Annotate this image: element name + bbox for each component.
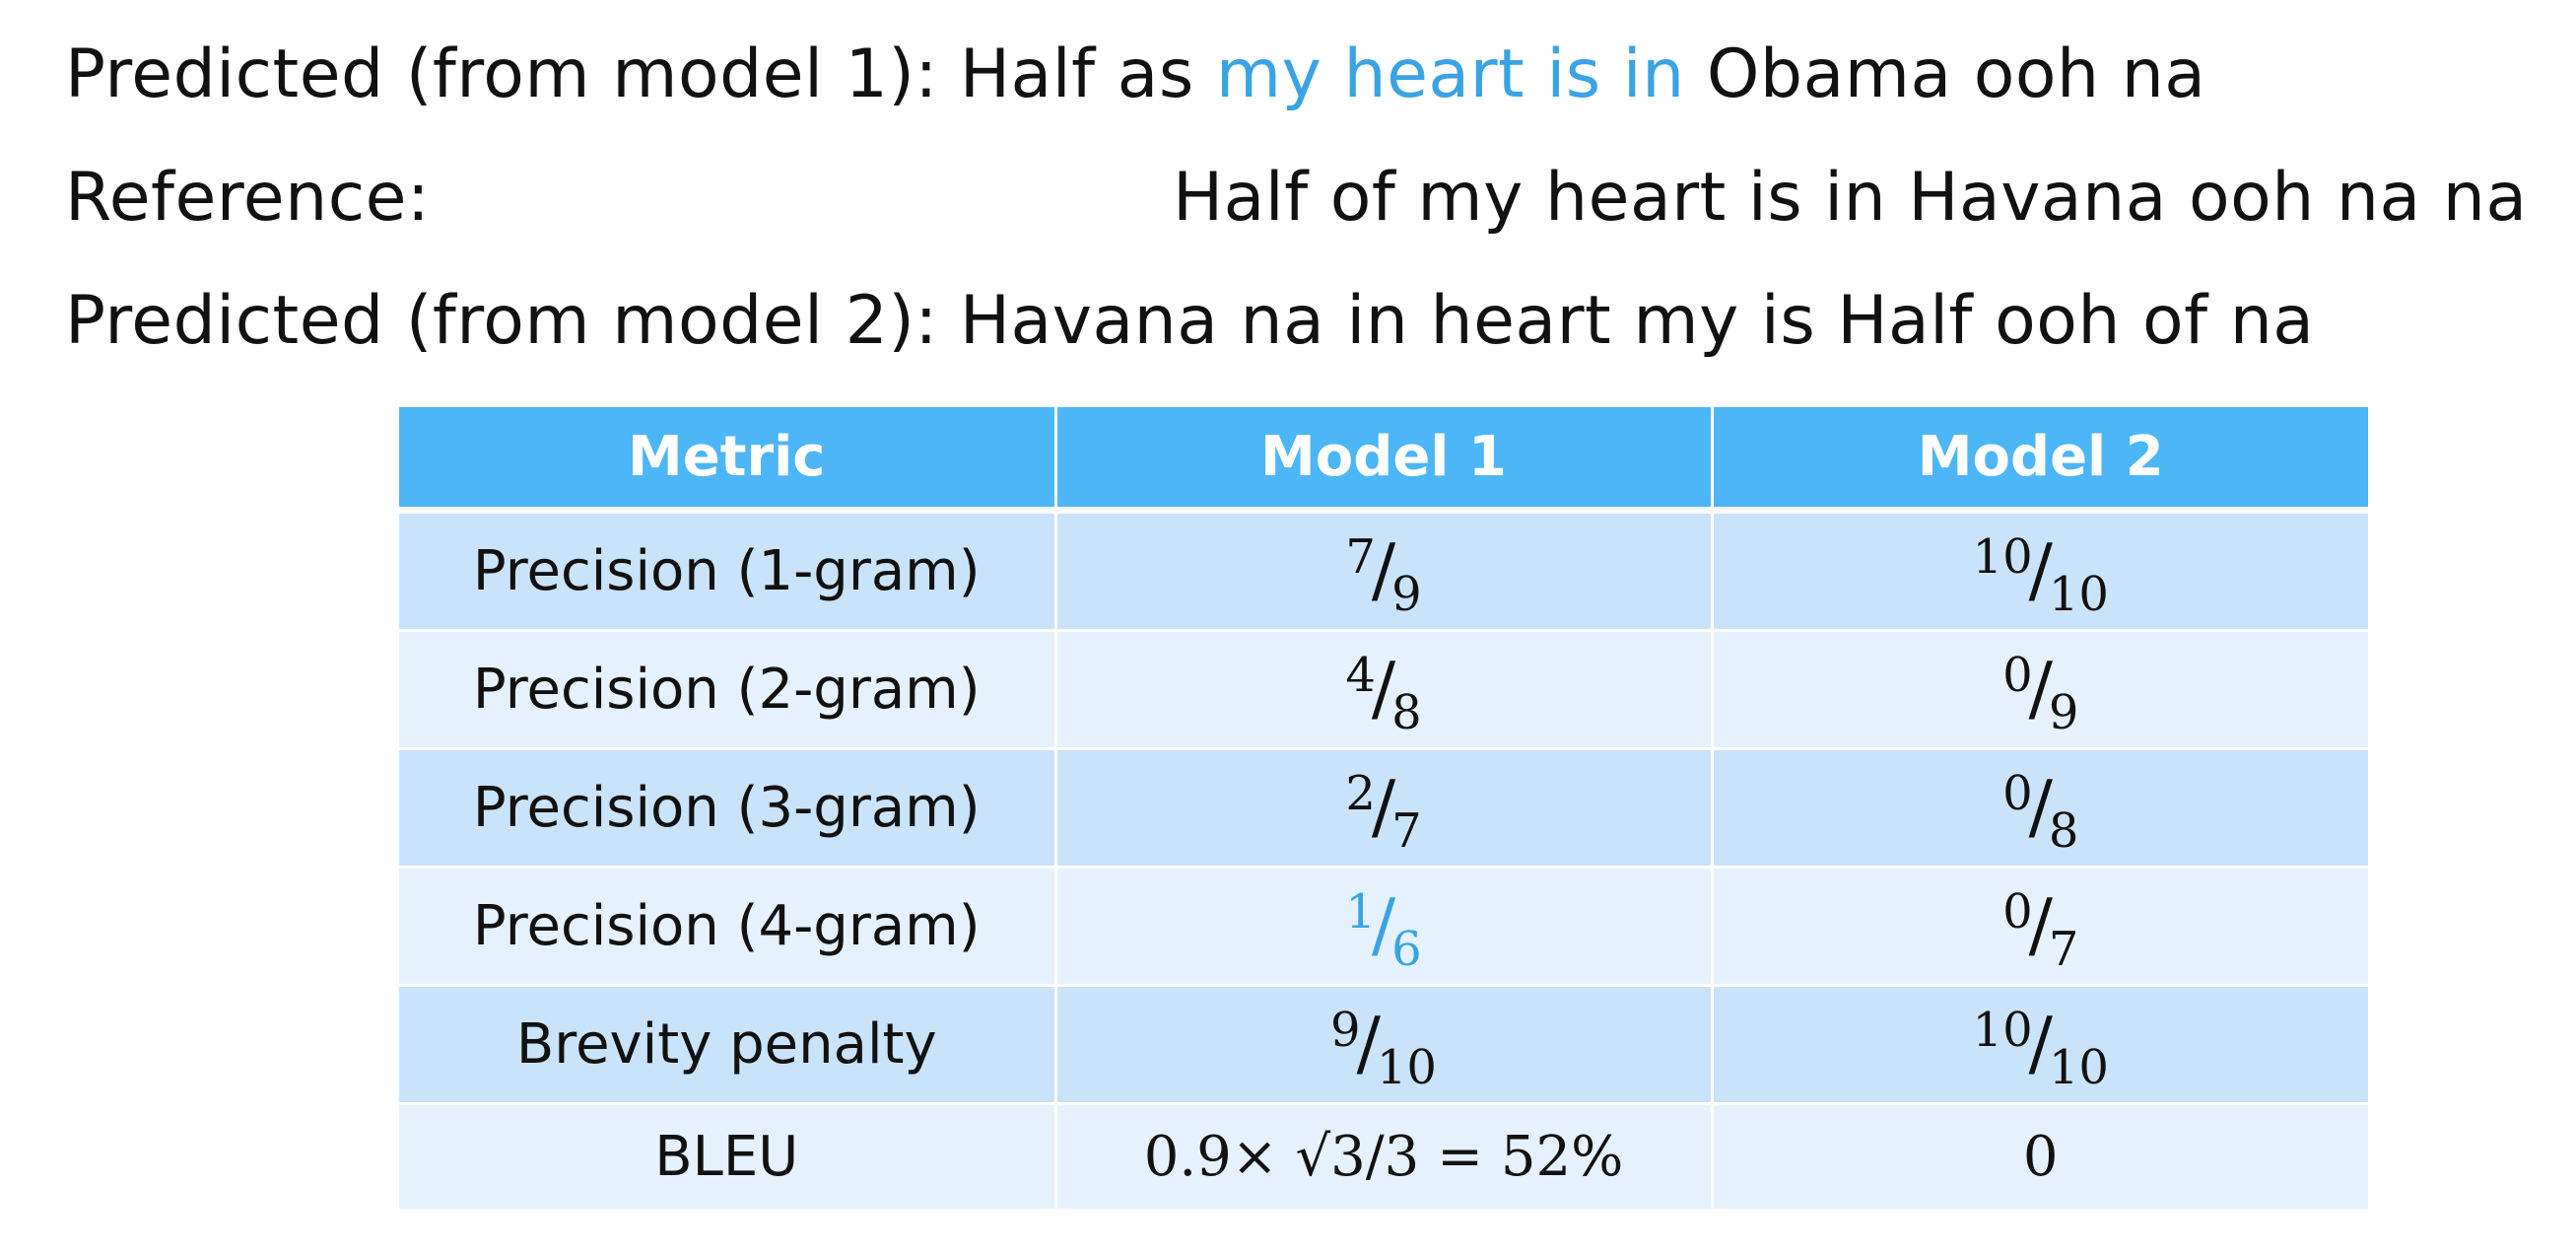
table-row: Brevity penalty 9/10 10/10: [399, 985, 2368, 1105]
fraction-denominator: 7: [2048, 922, 2079, 977]
model-2-cell: 10/10: [1712, 510, 2368, 632]
fraction-numerator: 0: [2002, 766, 2033, 821]
model-1-cell: 9/10: [1055, 985, 1714, 1105]
fraction-denominator: 8: [2048, 803, 2079, 859]
metric-label: Precision (4-gram): [472, 894, 981, 958]
fraction-denominator: 8: [1391, 685, 1422, 740]
fraction-denominator: 10: [2048, 1040, 2109, 1095]
fraction-numerator: 2: [1345, 766, 1376, 821]
predicted-model-1-matched-phrase: my heart is in: [1215, 35, 1685, 113]
header-model-1: Model 1: [1055, 407, 1714, 514]
predicted-model-1-text-end: Obama ooh na: [1706, 35, 2206, 113]
fraction-numerator: 0: [2002, 884, 2033, 940]
reference-text: Half of my heart is in Havana ooh na na: [1173, 159, 2528, 237]
metric-cell: BLEU: [399, 1103, 1057, 1209]
metrics-table: Metric Model 1 Model 2 Precision (1-gram…: [399, 407, 2368, 1209]
fraction-slash: /: [2028, 883, 2053, 966]
fraction: 10/10: [1973, 1007, 2109, 1091]
fraction: 10/10: [1973, 533, 2109, 618]
predicted-model-2-line: Predicted (from model 2): Havana na in h…: [65, 288, 2314, 355]
bleu-formula: 0.9× √3/3 = 52%: [1143, 1125, 1624, 1189]
fraction-numerator: 9: [1330, 1003, 1361, 1058]
table-row: Precision (1-gram) 7/9 10/10: [399, 510, 2368, 632]
predicted-model-2-text: Havana na in heart my is Half ooh of na: [959, 282, 2315, 360]
fraction: 4/8: [1345, 652, 1421, 736]
model-2-cell: 10/10: [1712, 985, 2368, 1105]
model-1-cell: 2/7: [1055, 748, 1714, 869]
metric-cell: Precision (4-gram): [399, 867, 1057, 987]
reference-label: Reference:: [65, 159, 431, 237]
predicted-model-2-label: Predicted (from model 2):: [65, 282, 938, 360]
model-1-cell: 7/9: [1055, 510, 1714, 632]
fraction-slash: /: [1371, 883, 1396, 966]
fraction-slash: /: [2028, 647, 2053, 730]
fraction-denominator: 9: [1391, 567, 1422, 622]
model-2-cell: 0/8: [1712, 748, 2368, 869]
predicted-model-1-label: Predicted (from model 1):: [65, 35, 938, 113]
fraction-slash: /: [1371, 528, 1396, 611]
fraction-slash: /: [2028, 765, 2053, 848]
table-row: BLEU 0.9× √3/3 = 52% 0: [399, 1103, 2368, 1209]
fraction: 7/9: [1345, 533, 1421, 618]
model-1-cell: 4/8: [1055, 630, 1714, 750]
fraction-numerator: 0: [2002, 648, 2033, 703]
fraction-denominator: 6: [1391, 922, 1422, 977]
model-1-cell: 0.9× √3/3 = 52%: [1055, 1103, 1714, 1209]
metric-label: Precision (2-gram): [472, 658, 981, 722]
header-metric: Metric: [399, 407, 1057, 514]
table-row: Precision (4-gram) 1/6 0/7: [399, 867, 2368, 987]
table-row: Precision (3-gram) 2/7 0/8: [399, 748, 2368, 869]
fraction-denominator: 7: [1391, 803, 1422, 859]
predicted-model-1-line: Predicted (from model 1): Half as my hea…: [65, 41, 2205, 108]
header-model-2: Model 2: [1712, 407, 2368, 514]
fraction: 0/7: [2002, 888, 2078, 973]
metric-cell: Precision (3-gram): [399, 748, 1057, 869]
fraction: 0/8: [2002, 770, 2078, 855]
table-header-row: Metric Model 1 Model 2: [399, 407, 2368, 514]
model-2-cell: 0/7: [1712, 867, 2368, 987]
fraction: 9/10: [1330, 1007, 1437, 1091]
metric-label: Precision (3-gram): [472, 776, 981, 840]
metric-cell: Precision (2-gram): [399, 630, 1057, 750]
metric-cell: Brevity penalty: [399, 985, 1057, 1105]
fraction-highlighted: 1/6: [1345, 888, 1421, 973]
fraction-denominator: 10: [1376, 1040, 1437, 1095]
model-2-cell: 0/9: [1712, 630, 2368, 750]
fraction-numerator: 1: [1345, 884, 1376, 940]
model-2-cell: 0: [1712, 1103, 2368, 1209]
fraction-slash: /: [2028, 528, 2053, 611]
metric-label: BLEU: [654, 1125, 799, 1189]
fraction: 2/7: [1345, 770, 1421, 855]
fraction-slash: /: [1371, 647, 1396, 730]
fraction-numerator: 7: [1345, 529, 1376, 585]
fraction-slash: /: [1356, 1002, 1381, 1084]
table-row: Precision (2-gram) 4/8 0/9: [399, 630, 2368, 750]
model-1-cell: 1/6: [1055, 867, 1714, 987]
fraction-denominator: 10: [2048, 567, 2109, 622]
fraction-slash: /: [1371, 765, 1396, 848]
fraction-numerator: 4: [1345, 648, 1376, 703]
metric-cell: Precision (1-gram): [399, 510, 1057, 632]
metric-label: Precision (1-gram): [472, 539, 981, 603]
fraction-numerator: 10: [1972, 529, 2033, 585]
fraction-slash: /: [2028, 1002, 2053, 1084]
bleu-value: 0: [2022, 1125, 2059, 1189]
fraction: 0/9: [2002, 652, 2078, 736]
fraction-denominator: 9: [2048, 685, 2079, 740]
fraction-numerator: 10: [1972, 1003, 2033, 1058]
predicted-model-1-text-start: Half as: [959, 35, 1194, 113]
metric-label: Brevity penalty: [515, 1012, 937, 1077]
